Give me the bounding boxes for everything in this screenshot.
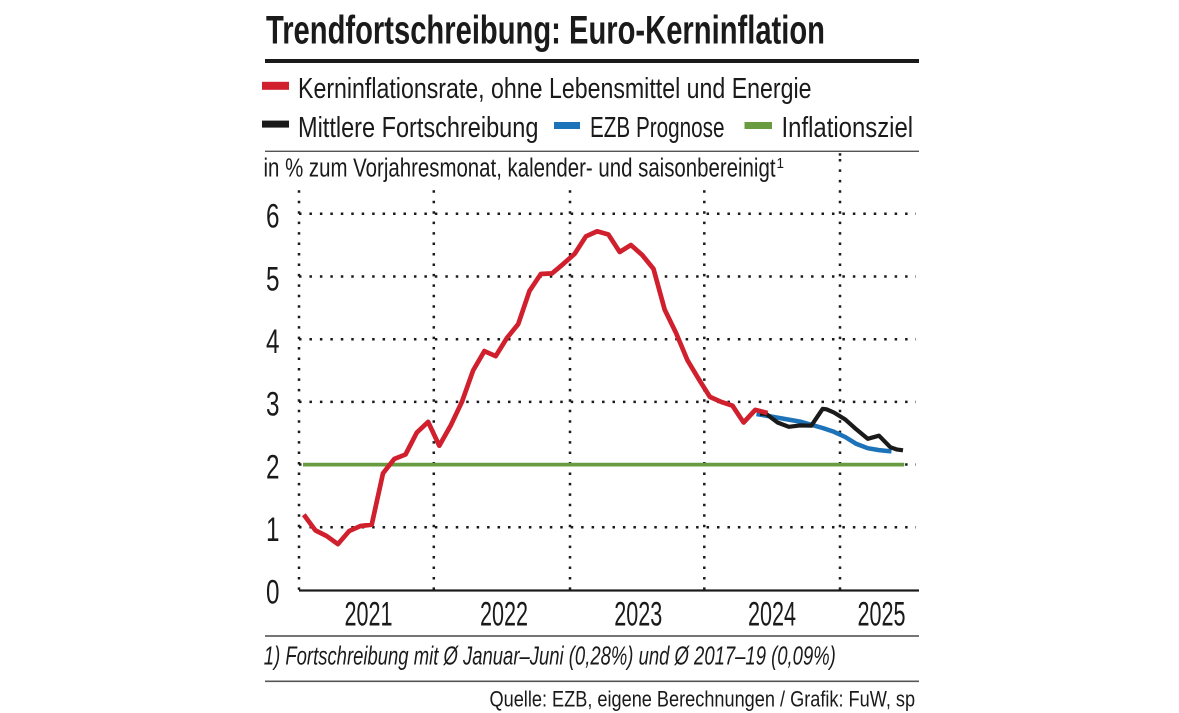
svg-text:2024: 2024 xyxy=(748,595,796,633)
svg-text:5: 5 xyxy=(266,260,280,298)
svg-text:1: 1 xyxy=(266,511,280,549)
svg-text:Mittlere Fortschreibung: Mittlere Fortschreibung xyxy=(298,112,538,144)
svg-text:Quelle: EZB, eigene Berechnung: Quelle: EZB, eigene Berechnungen / Grafi… xyxy=(490,687,916,712)
svg-text:2025: 2025 xyxy=(858,595,906,633)
svg-text:1) Fortschreibung mit Ø Januar: 1) Fortschreibung mit Ø Januar–Juni (0,2… xyxy=(264,641,836,671)
svg-text:3: 3 xyxy=(266,386,280,424)
svg-text:Trendfortschreibung: Euro-Kern: Trendfortschreibung: Euro-Kerninflation xyxy=(266,9,825,53)
svg-text:in % zum Vorjahresmonat, kalen: in % zum Vorjahresmonat, kalender- und s… xyxy=(264,155,776,183)
svg-text:Kerninflationsrate, ohne Leben: Kerninflationsrate, ohne Lebensmittel un… xyxy=(298,73,812,105)
svg-text:EZB Prognose: EZB Prognose xyxy=(590,112,725,144)
svg-text:6: 6 xyxy=(266,198,280,236)
svg-text:Inflationsziel: Inflationsziel xyxy=(782,112,914,144)
svg-text:1: 1 xyxy=(777,156,785,172)
svg-text:4: 4 xyxy=(266,323,280,361)
svg-text:2023: 2023 xyxy=(614,595,662,633)
svg-text:2022: 2022 xyxy=(480,595,528,633)
svg-text:2021: 2021 xyxy=(345,595,393,633)
svg-text:0: 0 xyxy=(266,574,280,612)
svg-text:2: 2 xyxy=(266,448,280,486)
